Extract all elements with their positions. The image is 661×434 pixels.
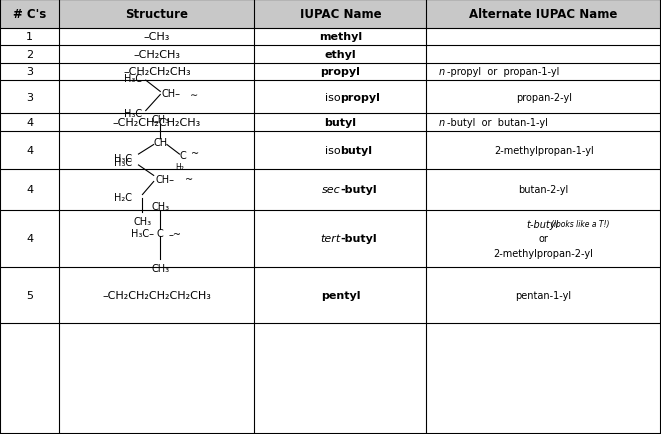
Text: 3: 3 [26,92,33,102]
Text: t: t [527,220,530,229]
Text: tert: tert [320,234,340,243]
Text: 1: 1 [26,33,33,42]
Text: CH₃: CH₃ [151,201,169,211]
Text: H₃C: H₃C [124,109,142,119]
Text: ethyl: ethyl [325,50,356,59]
Text: H₃C: H₃C [124,74,142,84]
Text: -butyl  or  butan-1-yl: -butyl or butan-1-yl [447,118,549,128]
Text: –CH₂CH₃: –CH₂CH₃ [134,50,180,59]
Text: butan-2-yl: butan-2-yl [518,185,569,195]
Text: H₃C–: H₃C– [131,229,153,238]
Text: 2: 2 [26,50,33,59]
Text: propyl: propyl [321,67,360,77]
Text: n: n [438,118,444,128]
Text: –CH₃: –CH₃ [144,33,170,42]
Text: butyl: butyl [325,118,356,128]
Text: methyl: methyl [319,33,362,42]
Text: H₃C: H₃C [114,158,132,168]
Text: Structure: Structure [126,8,188,21]
Text: pentan-1-yl: pentan-1-yl [516,290,572,300]
Text: pentyl: pentyl [321,290,360,300]
Text: ∼: ∼ [190,89,198,99]
Text: sec: sec [322,185,340,195]
Text: iso: iso [325,92,340,102]
Text: 5: 5 [26,290,33,300]
Text: butyl: butyl [340,145,372,155]
Text: n: n [438,67,444,77]
Text: ~: ~ [192,149,200,159]
Text: CH–: CH– [155,174,174,184]
Text: iso: iso [325,145,340,155]
Bar [0,0,661,29]
Text: -propyl  or  propan-1-yl: -propyl or propan-1-yl [447,67,560,77]
Text: H₂C: H₂C [114,193,132,203]
Text: -butyl: -butyl [530,220,562,229]
Text: CH₃: CH₃ [151,115,169,124]
Text: H₂: H₂ [175,162,184,171]
Text: CH–: CH– [161,89,180,99]
Text: CH₃: CH₃ [151,264,169,274]
Text: -butyl: -butyl [340,185,377,195]
Text: Alternate IUPAC Name: Alternate IUPAC Name [469,8,618,21]
Text: 2-methylpropan-1-yl: 2-methylpropan-1-yl [494,145,594,155]
Text: IUPAC Name: IUPAC Name [299,8,381,21]
Text: –~: –~ [168,229,181,238]
Text: –CH₂CH₂CH₂CH₃: –CH₂CH₂CH₂CH₃ [113,118,201,128]
Text: -butyl: -butyl [340,234,377,243]
Text: CH: CH [153,138,167,148]
Text: 4: 4 [26,145,33,155]
Text: 4: 4 [26,234,33,243]
Text: C: C [157,229,164,238]
Text: propan-2-yl: propan-2-yl [516,92,572,102]
Text: # C's: # C's [13,8,46,21]
Text: C: C [179,151,186,161]
Text: 4: 4 [26,118,33,128]
Text: 4: 4 [26,185,33,195]
Text: –CH₂CH₂CH₃: –CH₂CH₂CH₃ [123,67,191,77]
Text: (looks like a T!): (looks like a T!) [551,220,609,229]
Text: CH₃: CH₃ [134,217,151,227]
Text: H₃C: H₃C [114,153,132,163]
Text: –CH₂CH₂CH₂CH₂CH₃: –CH₂CH₂CH₂CH₂CH₃ [102,290,212,300]
Text: 2-methylpropan-2-yl: 2-methylpropan-2-yl [494,248,594,258]
Text: ~: ~ [184,175,193,185]
Text: 3: 3 [26,67,33,77]
Text: or: or [539,234,549,243]
Text: propyl: propyl [340,92,380,102]
